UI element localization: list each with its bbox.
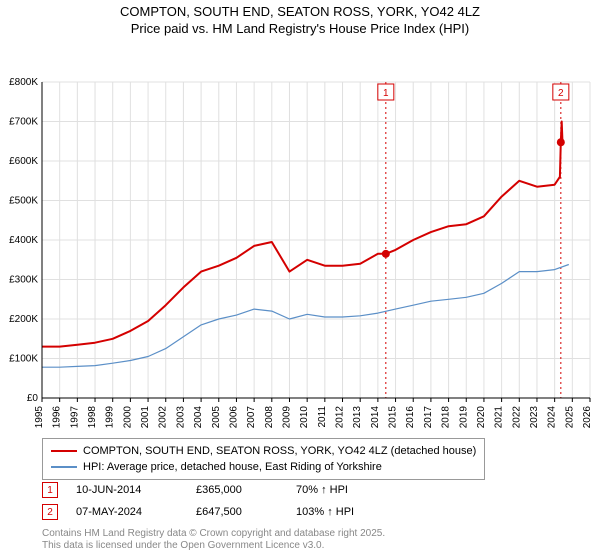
svg-text:£0: £0	[27, 393, 39, 404]
svg-text:£800K: £800K	[9, 77, 38, 88]
marker-price-1: £647,500	[196, 506, 296, 518]
chart-svg: £0 £100K £200K £300K £400K £500K £600K £700K £80…	[0, 38, 600, 436]
svg-text:£400K: £400K	[9, 235, 38, 246]
marker-hpi-1: 103% ↑ HPI	[296, 506, 354, 518]
svg-text:2: 2	[558, 88, 564, 99]
svg-text:1999: 1999	[105, 405, 116, 428]
svg-text:2022: 2022	[511, 405, 522, 428]
svg-text:1997: 1997	[69, 405, 80, 428]
svg-text:£600K: £600K	[9, 156, 38, 167]
svg-text:2026: 2026	[582, 405, 593, 428]
legend-row-1: HPI: Average price, detached house, East…	[51, 459, 476, 475]
svg-text:2018: 2018	[441, 405, 452, 428]
svg-text:2000: 2000	[122, 405, 133, 428]
svg-text:2025: 2025	[564, 405, 575, 428]
svg-text:2021: 2021	[494, 405, 505, 428]
svg-text:2004: 2004	[193, 405, 204, 428]
svg-text:2024: 2024	[547, 405, 558, 428]
svg-text:2009: 2009	[281, 405, 292, 428]
legend-box: COMPTON, SOUTH END, SEATON ROSS, YORK, Y…	[42, 438, 485, 480]
credit-line-2: This data is licensed under the Open Gov…	[42, 540, 385, 552]
svg-text:2020: 2020	[476, 405, 487, 428]
marker-date-1: 07-MAY-2024	[76, 506, 196, 518]
svg-text:£200K: £200K	[9, 314, 38, 325]
svg-text:£700K: £700K	[9, 116, 38, 127]
chart-container: COMPTON, SOUTH END, SEATON ROSS, YORK, Y…	[0, 0, 600, 560]
svg-text:2008: 2008	[264, 405, 275, 428]
svg-text:£100K: £100K	[9, 353, 38, 364]
svg-text:2012: 2012	[335, 405, 346, 428]
svg-text:1: 1	[383, 88, 389, 99]
title-block: COMPTON, SOUTH END, SEATON ROSS, YORK, Y…	[0, 0, 600, 38]
svg-text:2014: 2014	[370, 405, 381, 428]
svg-text:2023: 2023	[529, 405, 540, 428]
credit-line-1: Contains HM Land Registry data © Crown c…	[42, 528, 385, 540]
svg-text:2016: 2016	[405, 405, 416, 428]
svg-text:2005: 2005	[211, 405, 222, 428]
legend-swatch-1	[51, 466, 77, 467]
svg-text:2015: 2015	[388, 405, 399, 428]
legend-swatch-0	[51, 450, 77, 452]
svg-text:2002: 2002	[158, 405, 169, 428]
svg-text:2017: 2017	[423, 405, 434, 428]
marker-box-0: 1	[42, 482, 58, 498]
svg-text:2019: 2019	[458, 405, 469, 428]
svg-text:£500K: £500K	[9, 195, 38, 206]
svg-text:1995: 1995	[34, 405, 45, 428]
svg-text:2010: 2010	[299, 405, 310, 428]
svg-text:£300K: £300K	[9, 274, 38, 285]
title-line-2: Price paid vs. HM Land Registry's House …	[0, 21, 600, 38]
svg-text:2001: 2001	[140, 405, 151, 428]
legend-label-0: COMPTON, SOUTH END, SEATON ROSS, YORK, Y…	[83, 445, 476, 457]
marker-row-0: 1 10-JUN-2014 £365,000 70% ↑ HPI	[42, 482, 348, 498]
svg-text:2006: 2006	[228, 405, 239, 428]
svg-text:1998: 1998	[87, 405, 98, 428]
svg-text:2011: 2011	[317, 405, 328, 427]
credit-block: Contains HM Land Registry data © Crown c…	[42, 528, 385, 552]
marker-price-0: £365,000	[196, 484, 296, 496]
svg-text:2007: 2007	[246, 405, 257, 428]
marker-date-0: 10-JUN-2014	[76, 484, 196, 496]
legend-row-0: COMPTON, SOUTH END, SEATON ROSS, YORK, Y…	[51, 443, 476, 459]
svg-text:2003: 2003	[175, 405, 186, 428]
marker-hpi-0: 70% ↑ HPI	[296, 484, 348, 496]
marker-row-1: 2 07-MAY-2024 £647,500 103% ↑ HPI	[42, 504, 354, 520]
title-line-1: COMPTON, SOUTH END, SEATON ROSS, YORK, Y…	[0, 4, 600, 21]
svg-text:2013: 2013	[352, 405, 363, 428]
legend-label-1: HPI: Average price, detached house, East…	[83, 461, 382, 473]
svg-text:1996: 1996	[52, 405, 63, 428]
marker-box-1: 2	[42, 504, 58, 520]
